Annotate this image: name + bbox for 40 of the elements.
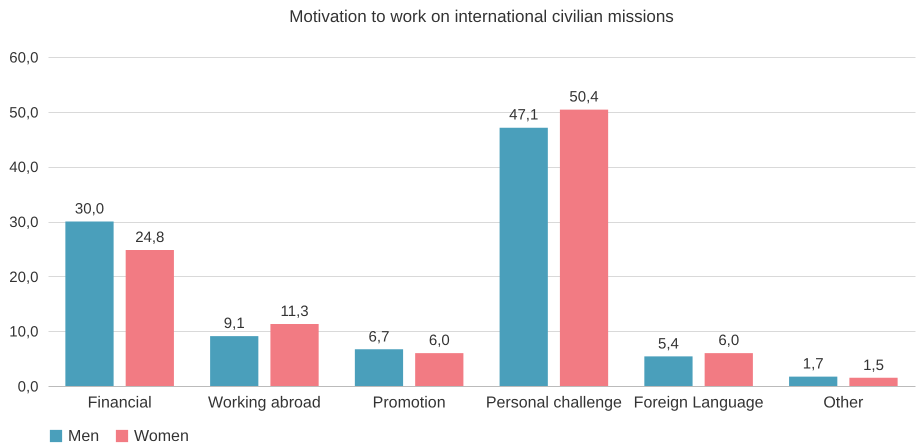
legend-label: Men xyxy=(68,428,100,445)
y-tick-label: 10,0 xyxy=(9,324,38,341)
bar xyxy=(270,324,319,386)
bar xyxy=(849,378,898,386)
bar xyxy=(560,110,608,386)
data-label: 24,8 xyxy=(135,229,164,246)
data-label: 6,7 xyxy=(368,328,390,346)
x-tick-label: Working abroad xyxy=(208,394,321,412)
chart-title: Motivation to work on international civilian missions xyxy=(289,7,674,26)
bar xyxy=(415,353,464,386)
bar xyxy=(704,353,753,386)
y-tick-label: 30,0 xyxy=(9,214,38,231)
x-tick-label: Personal challenge xyxy=(486,394,622,412)
data-label: 30,0 xyxy=(74,200,104,218)
bar xyxy=(354,349,404,386)
x-tick-label: Other xyxy=(823,394,864,412)
data-label: 50,4 xyxy=(569,88,599,106)
bar xyxy=(65,222,114,386)
data-label: 47,1 xyxy=(509,106,538,124)
bar xyxy=(644,356,693,386)
data-label: 1,5 xyxy=(863,356,884,374)
bar xyxy=(789,376,838,386)
data-label: 1,7 xyxy=(802,356,824,373)
bar xyxy=(210,336,258,386)
y-tick-label: 0,0 xyxy=(18,378,38,396)
x-tick-label: Foreign Language xyxy=(634,394,764,412)
data-label: 11,3 xyxy=(280,303,309,320)
legend-label: Women xyxy=(134,428,189,445)
y-tick-label: 40,0 xyxy=(9,159,38,176)
y-tick-label: 60,0 xyxy=(9,50,38,66)
data-label: 6,0 xyxy=(718,332,740,350)
y-tick-label: 50,0 xyxy=(9,104,38,122)
y-tick-label: 20,0 xyxy=(9,268,38,286)
bar xyxy=(500,128,548,386)
data-label: 9,1 xyxy=(224,315,245,332)
bar xyxy=(126,250,174,386)
data-label: 5,4 xyxy=(658,335,679,352)
data-label: 6,0 xyxy=(428,332,450,350)
x-tick-label: Promotion xyxy=(372,394,446,412)
x-tick-label: Financial xyxy=(88,394,152,412)
